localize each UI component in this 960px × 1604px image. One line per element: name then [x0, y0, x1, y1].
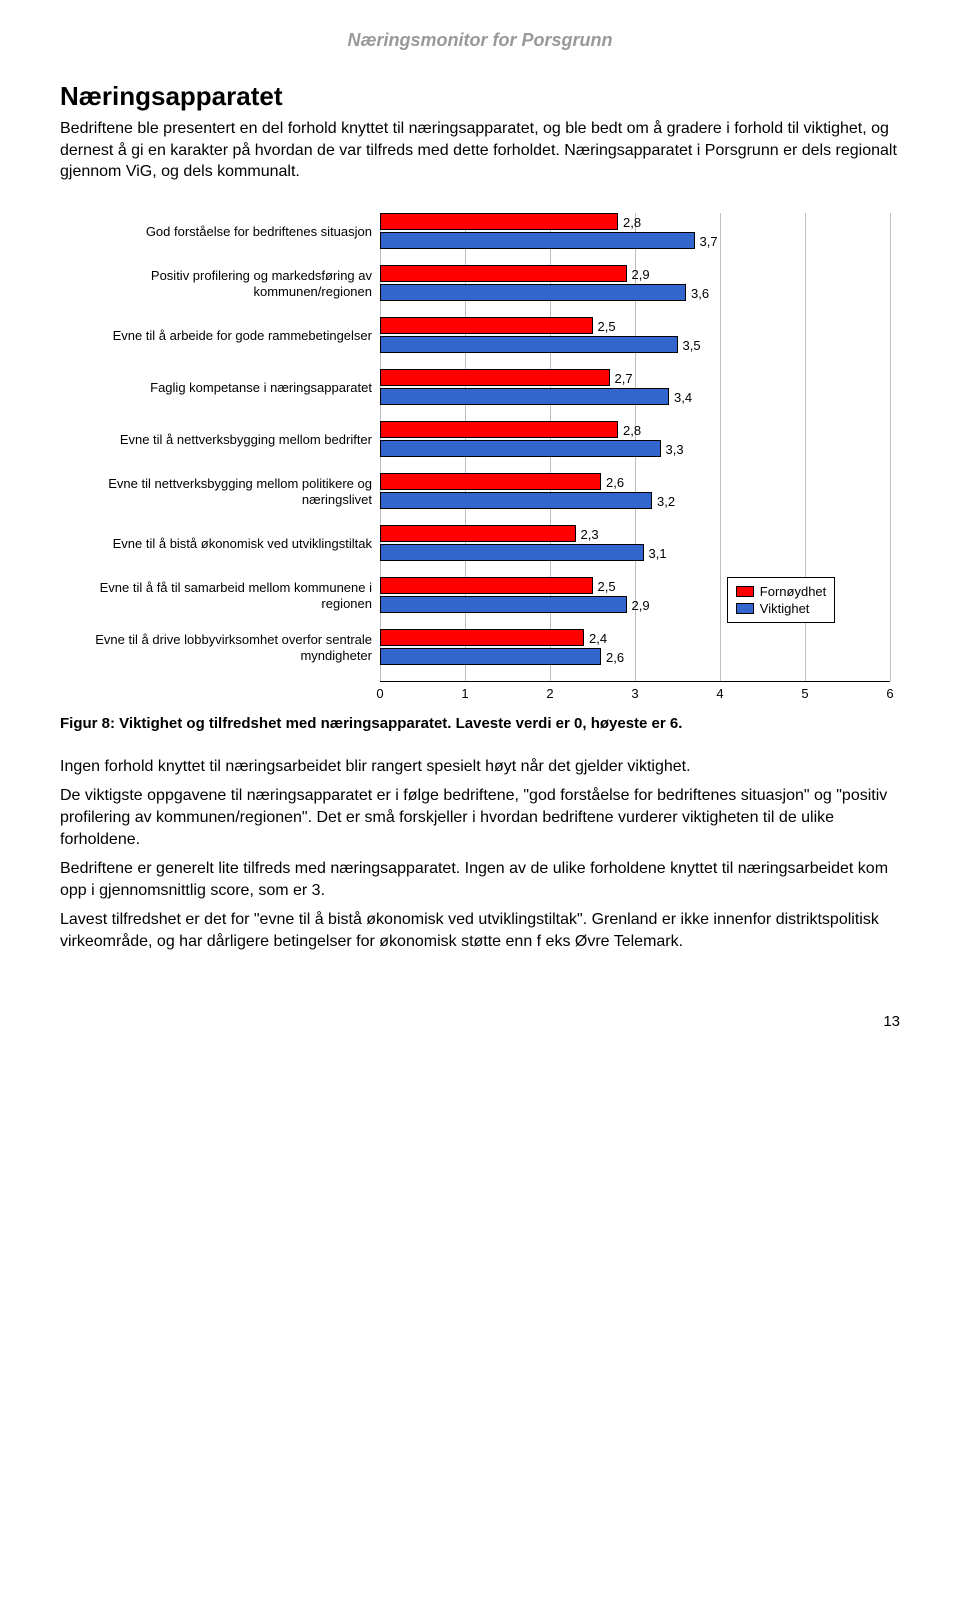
figure-caption: Figur 8: Viktighet og tilfredshet med næ…	[60, 715, 900, 732]
chart-bar-fornoydhet: 2,5	[380, 317, 593, 334]
chart-x-tick: 0	[376, 686, 383, 701]
chart-bar-viktighet: 3,1	[380, 544, 644, 561]
chart-legend: Fornøydhet Viktighet	[727, 577, 835, 623]
chart-bar-value: 2,8	[617, 422, 641, 439]
legend-swatch-icon	[736, 586, 754, 597]
chart-bar-group: 2,33,1	[380, 525, 890, 563]
chart-bar-viktighet: 3,2	[380, 492, 652, 509]
chart-category-label: God forståelse for bedriftenes situasjon	[70, 224, 380, 240]
chart-bar-viktighet: 3,5	[380, 336, 678, 353]
chart-bar-group: 2,83,7	[380, 213, 890, 251]
chart-bar-group: 2,83,3	[380, 421, 890, 459]
chart-bar-fornoydhet: 2,8	[380, 421, 618, 438]
chart-bar-fornoydhet: 2,3	[380, 525, 576, 542]
chart-gridline	[890, 213, 891, 681]
chart-x-tick: 5	[801, 686, 808, 701]
chart-row: Positiv profilering og markedsføring av …	[70, 265, 890, 303]
chart-x-axis: 0 1 2 3 4 5 6	[70, 681, 890, 705]
chart-bar-value: 3,2	[651, 493, 675, 510]
chart-category-label: Evne til å få til samarbeid mellom kommu…	[70, 580, 380, 613]
body-paragraph-4: Lavest tilfredshet er det for "evne til …	[60, 909, 900, 952]
chart-x-tick: 4	[716, 686, 723, 701]
chart-bar-value: 3,6	[685, 285, 709, 302]
chart-row: Evne til å drive lobbyvirksomhet overfor…	[70, 629, 890, 667]
chart-bar-viktighet: 2,9	[380, 596, 627, 613]
legend-label: Viktighet	[760, 601, 810, 616]
chart-bar-value: 2,4	[583, 630, 607, 647]
chart-x-tick: 3	[631, 686, 638, 701]
chart-bar-value: 2,9	[626, 597, 650, 614]
chart-bar-viktighet: 3,4	[380, 388, 669, 405]
chart-category-label: Positiv profilering og markedsføring av …	[70, 268, 380, 301]
chart-bar-group: 2,73,4	[380, 369, 890, 407]
chart-bar-group: 2,42,6	[380, 629, 890, 667]
chart-bar-value: 2,5	[592, 318, 616, 335]
chart-category-label: Evne til å drive lobbyvirksomhet overfor…	[70, 632, 380, 665]
chart-row: Evne til å nettverksbygging mellom bedri…	[70, 421, 890, 459]
chart-bar-value: 2,7	[609, 370, 633, 387]
chart-bar-viktighet: 2,6	[380, 648, 601, 665]
chart-bar-value: 2,6	[600, 649, 624, 666]
chart-row: God forståelse for bedriftenes situasjon…	[70, 213, 890, 251]
chart-legend-item: Viktighet	[736, 601, 826, 616]
chart-bar-value: 3,1	[643, 545, 667, 562]
chart-row: Evne til nettverksbygging mellom politik…	[70, 473, 890, 511]
chart-category-label: Evne til å nettverksbygging mellom bedri…	[70, 432, 380, 448]
legend-label: Fornøydhet	[760, 584, 826, 599]
chart-bar-viktighet: 3,7	[380, 232, 695, 249]
chart-bar-group: 2,93,6	[380, 265, 890, 303]
chart-bar-value: 2,5	[592, 578, 616, 595]
chart-bar-value: 3,4	[668, 389, 692, 406]
chart-category-label: Evne til å bistå økonomisk ved utvikling…	[70, 536, 380, 552]
chart-bar-value: 3,3	[660, 441, 684, 458]
chart-category-label: Faglig kompetanse i næringsapparatet	[70, 380, 380, 396]
section-heading: Næringsapparatet	[60, 81, 900, 112]
chart-bar-group: 2,63,2	[380, 473, 890, 511]
chart-category-label: Evne til å arbeide for gode rammebetinge…	[70, 328, 380, 344]
chart-bar-fornoydhet: 2,6	[380, 473, 601, 490]
chart-container: God forståelse for bedriftenes situasjon…	[60, 213, 900, 705]
chart-x-tick: 6	[886, 686, 893, 701]
chart-row: Evne til å bistå økonomisk ved utvikling…	[70, 525, 890, 563]
chart-x-tick: 2	[546, 686, 553, 701]
chart-bar-value: 2,3	[575, 526, 599, 543]
chart-bar-fornoydhet: 2,9	[380, 265, 627, 282]
page-number: 13	[60, 1013, 900, 1030]
chart-bar-value: 3,7	[694, 233, 718, 250]
chart-bar-group: 2,53,5	[380, 317, 890, 355]
body-paragraph-2: De viktigste oppgavene til næringsappara…	[60, 785, 900, 850]
chart-bar-fornoydhet: 2,7	[380, 369, 610, 386]
chart-category-label: Evne til nettverksbygging mellom politik…	[70, 476, 380, 509]
chart-bar-fornoydhet: 2,5	[380, 577, 593, 594]
chart-bar-fornoydhet: 2,8	[380, 213, 618, 230]
chart: God forståelse for bedriftenes situasjon…	[70, 213, 890, 705]
chart-bar-value: 2,8	[617, 214, 641, 231]
chart-bar-fornoydhet: 2,4	[380, 629, 584, 646]
chart-bar-value: 2,6	[600, 474, 624, 491]
legend-swatch-icon	[736, 603, 754, 614]
intro-paragraph: Bedriftene ble presentert en del forhold…	[60, 118, 900, 183]
body-paragraph-1: Ingen forhold knyttet til næringsarbeide…	[60, 756, 900, 778]
document-header: Næringsmonitor for Porsgrunn	[60, 30, 900, 51]
chart-bar-viktighet: 3,3	[380, 440, 661, 457]
chart-legend-item: Fornøydhet	[736, 584, 826, 599]
chart-bar-value: 3,5	[677, 337, 701, 354]
chart-bar-viktighet: 3,6	[380, 284, 686, 301]
body-paragraph-3: Bedriftene er generelt lite tilfreds med…	[60, 858, 900, 901]
chart-bar-value: 2,9	[626, 266, 650, 283]
chart-x-tick: 1	[461, 686, 468, 701]
chart-row: Faglig kompetanse i næringsapparatet2,73…	[70, 369, 890, 407]
chart-row: Evne til å arbeide for gode rammebetinge…	[70, 317, 890, 355]
